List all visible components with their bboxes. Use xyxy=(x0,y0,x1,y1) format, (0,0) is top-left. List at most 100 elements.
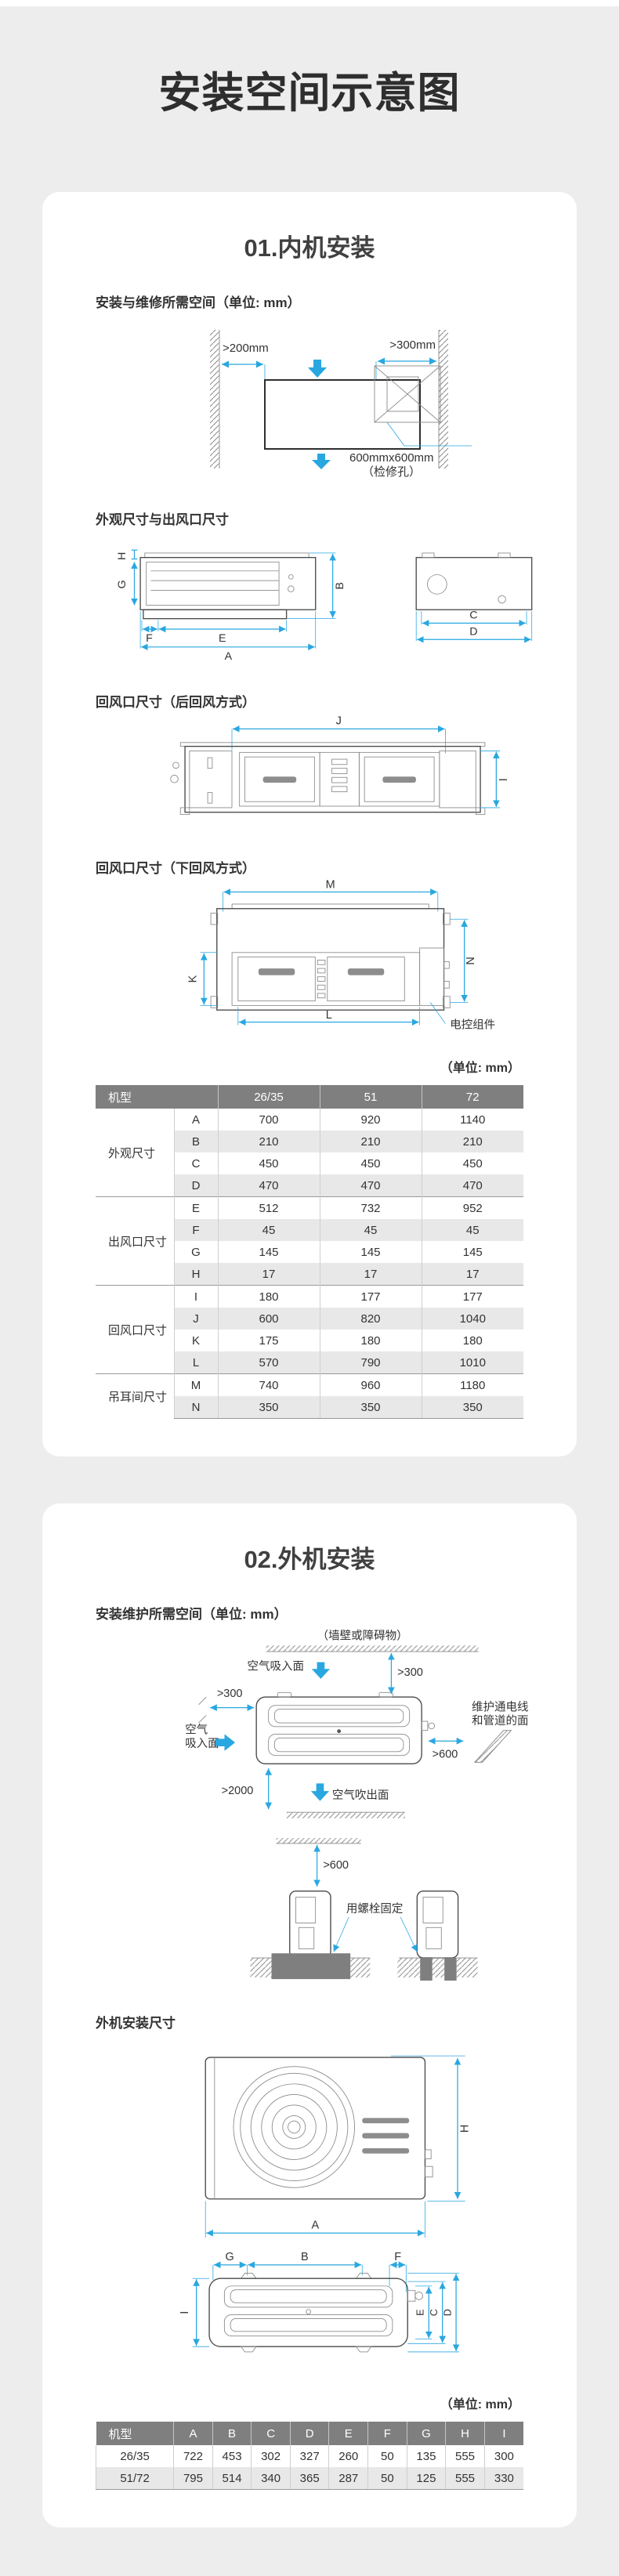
unit-front-outline xyxy=(139,556,317,610)
fan-grille-ring xyxy=(240,2072,349,2181)
pipe-port xyxy=(428,1722,436,1730)
dim-value: 450 xyxy=(421,1152,523,1174)
soil-hatch xyxy=(397,1958,421,1978)
unit-detail xyxy=(295,1897,317,1923)
foot-tab xyxy=(355,2346,372,2353)
dim-value: 17 xyxy=(421,1263,523,1286)
dim-value: 952 xyxy=(421,1196,523,1219)
dim-label-a: A xyxy=(225,650,233,663)
mounting-pillar xyxy=(444,1958,457,1981)
table-header-row: 机型 A B C D E F G H I xyxy=(96,2422,523,2445)
top-gap-label: >300 xyxy=(397,1666,423,1679)
unit-detail xyxy=(422,1897,443,1923)
leader-line xyxy=(386,421,472,447)
dim-value: 125 xyxy=(406,2467,446,2490)
indoor-unit-note: （单位: mm） xyxy=(440,1062,520,1075)
dim-value: 210 xyxy=(319,1131,422,1152)
indoor-card: 01.内机安装 安装与维修所需空间（单位: mm） >200mm >300mm … xyxy=(42,192,577,1456)
left-gap-label: >200mm xyxy=(223,342,269,355)
table-header-row: 机型 26/35 51 72 xyxy=(96,1085,523,1109)
vent-slot xyxy=(317,968,326,974)
wall-tick xyxy=(198,1696,207,1706)
grille-handle xyxy=(347,968,385,975)
soil-hatch xyxy=(350,1958,371,1978)
dim-value: 135 xyxy=(406,2445,446,2467)
dim-value: 920 xyxy=(319,1109,422,1131)
dim-value: 470 xyxy=(217,1174,320,1197)
group-label: 吊耳间尺寸 xyxy=(96,1373,174,1419)
dim-label-e: E xyxy=(219,632,226,645)
leader-line xyxy=(333,1916,349,1952)
dim-value: 302 xyxy=(251,2445,291,2467)
dim-value: 700 xyxy=(217,1109,320,1131)
dim-value: 790 xyxy=(319,1351,422,1374)
service-side-label-1: 维护通电线 xyxy=(472,1701,529,1714)
col-header: A xyxy=(173,2422,213,2445)
dim-value: 470 xyxy=(319,1174,422,1197)
foot-tab xyxy=(240,2346,257,2353)
indoor-dimension-table: 机型 26/35 51 72 外观尺寸 A 700 920 1140 B 210… xyxy=(96,1085,523,1419)
leader-line xyxy=(400,1916,418,1952)
dim-value: 365 xyxy=(289,2467,329,2490)
dim-label-b: B xyxy=(301,2251,309,2263)
dim-value: 330 xyxy=(483,2467,523,2490)
dim-letter: H xyxy=(173,1263,218,1286)
dim-label-k: K xyxy=(187,975,200,982)
right-panel xyxy=(439,750,476,809)
fan-grille-ring xyxy=(282,2115,306,2139)
dim-value: 820 xyxy=(319,1308,422,1330)
table-row: K 175 180 180 xyxy=(96,1330,523,1351)
dim-label-d: D xyxy=(442,2309,453,2316)
mounting-pillar xyxy=(420,1958,433,1981)
airflow-down-arrow-icon xyxy=(311,1662,331,1679)
footer-gap xyxy=(0,2527,619,2576)
dim-value: 180 xyxy=(319,1330,422,1351)
dim-value: 180 xyxy=(217,1285,320,1308)
dim-letter: J xyxy=(173,1308,218,1330)
above-gap-label: >600 xyxy=(323,1859,349,1872)
indoor-outline-label: 外观尺寸与出风口尺寸 xyxy=(96,512,229,527)
side-hole xyxy=(427,574,447,595)
air-inlet-left-label-2: 吸入面 xyxy=(185,1738,219,1750)
fan-module xyxy=(327,957,405,1002)
dim-value: 175 xyxy=(217,1330,320,1351)
center-panel xyxy=(319,751,360,807)
dim-value: 145 xyxy=(319,1241,422,1263)
vent-slot xyxy=(331,758,348,765)
model-cell: 26/35 xyxy=(95,2445,174,2467)
vent-slot-inner xyxy=(273,1737,404,1753)
dim-label-h: H xyxy=(459,2125,472,2133)
foot-tab xyxy=(277,1691,292,1698)
outdoor-section-title: 02.外机安装 xyxy=(244,1546,375,1573)
fan-grille-ring xyxy=(271,2104,317,2150)
airflow-down-arrow-icon xyxy=(308,360,327,378)
dim-label-j: J xyxy=(336,715,342,728)
dim-letter: A xyxy=(173,1109,218,1131)
fan-hub xyxy=(288,2120,301,2134)
vent-slot xyxy=(317,993,326,999)
dim-label-a: A xyxy=(312,2219,320,2231)
table-row: D 470 470 470 xyxy=(96,1174,523,1197)
airflow-down-arrow-icon xyxy=(312,454,331,469)
service-side-label-2: 和管道的面 xyxy=(472,1714,529,1728)
indoor-outline-diagram: H G B F E A C D xyxy=(116,549,533,663)
airflow-down-arrow-icon xyxy=(310,1783,330,1801)
dim-value: 327 xyxy=(289,2445,329,2467)
vent-slot-inner xyxy=(230,2289,387,2303)
table-row: C 450 450 450 xyxy=(96,1152,523,1174)
left-panel xyxy=(189,750,233,809)
top-strip xyxy=(0,0,619,6)
dim-label-g: G xyxy=(116,580,129,588)
dim-value: 512 xyxy=(217,1196,320,1219)
foot-tab xyxy=(240,2273,257,2279)
connector xyxy=(443,961,450,969)
col-header: H xyxy=(445,2422,485,2445)
dim-letter: M xyxy=(173,1373,218,1396)
front-gap-label: >2000 xyxy=(222,1785,254,1797)
group-label: 出风口尺寸 xyxy=(96,1196,174,1286)
dim-letter: F xyxy=(173,1219,218,1241)
dim-letter: L xyxy=(173,1351,218,1374)
fan-grille-ring xyxy=(250,2083,338,2171)
hanger-tab xyxy=(422,552,435,559)
dim-label-c: C xyxy=(429,2309,440,2316)
